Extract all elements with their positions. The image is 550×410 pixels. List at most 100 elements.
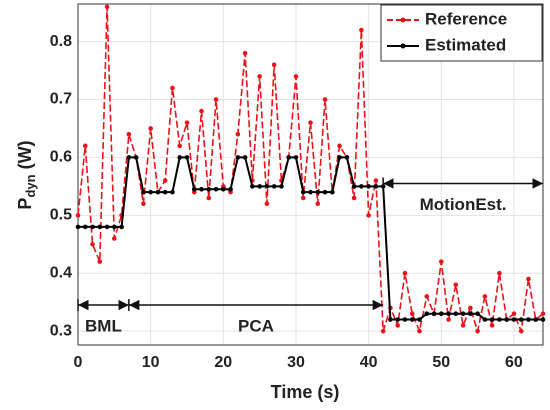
point bbox=[482, 294, 488, 299]
point bbox=[308, 189, 313, 195]
point bbox=[170, 189, 175, 195]
point bbox=[351, 195, 357, 201]
point bbox=[235, 131, 241, 137]
point bbox=[104, 4, 110, 10]
point bbox=[148, 189, 153, 195]
point bbox=[533, 317, 539, 322]
point bbox=[518, 317, 524, 322]
point bbox=[126, 155, 132, 160]
point bbox=[112, 224, 117, 230]
x-tick-label: 60 bbox=[505, 354, 523, 371]
point bbox=[271, 184, 277, 189]
point bbox=[213, 186, 219, 192]
point bbox=[300, 195, 306, 201]
point bbox=[191, 186, 197, 192]
point bbox=[380, 328, 386, 334]
point bbox=[388, 317, 393, 322]
point bbox=[482, 317, 488, 322]
point bbox=[475, 311, 480, 317]
point bbox=[75, 224, 81, 230]
point bbox=[133, 155, 139, 160]
annotation-label: PCA bbox=[238, 317, 274, 336]
point bbox=[257, 74, 262, 79]
point bbox=[518, 328, 524, 334]
annotation-label: BML bbox=[85, 317, 122, 336]
point bbox=[322, 97, 328, 102]
point bbox=[409, 317, 415, 322]
point bbox=[468, 311, 473, 317]
point bbox=[409, 311, 415, 317]
point bbox=[359, 184, 364, 189]
point bbox=[97, 259, 103, 264]
point bbox=[264, 201, 270, 207]
point bbox=[497, 270, 502, 276]
point bbox=[351, 184, 357, 189]
point bbox=[286, 155, 292, 160]
point bbox=[271, 62, 277, 68]
point bbox=[308, 120, 313, 125]
annotation-label: MotionEst. bbox=[420, 195, 507, 214]
point bbox=[148, 126, 153, 131]
point bbox=[315, 189, 321, 195]
point bbox=[540, 317, 546, 322]
point bbox=[395, 323, 400, 328]
point bbox=[90, 241, 95, 247]
y-label-main: P bbox=[15, 198, 35, 210]
point bbox=[329, 189, 335, 195]
point bbox=[228, 186, 233, 192]
point bbox=[337, 155, 342, 160]
point bbox=[177, 155, 183, 160]
y-label-unit: (W) bbox=[15, 140, 35, 169]
x-tick-label: 20 bbox=[214, 354, 232, 371]
point bbox=[373, 184, 379, 189]
point bbox=[366, 184, 371, 189]
point bbox=[82, 143, 88, 149]
point bbox=[453, 311, 459, 317]
y-tick-label: 0.3 bbox=[50, 322, 72, 339]
point bbox=[242, 50, 248, 56]
point bbox=[82, 224, 88, 230]
point bbox=[293, 74, 299, 79]
x-tick-label: 30 bbox=[287, 354, 305, 371]
point bbox=[141, 201, 146, 207]
point bbox=[199, 108, 204, 114]
y-axis-label: Pdyn (W) bbox=[15, 140, 39, 209]
y-tick-label: 0.6 bbox=[50, 149, 72, 166]
point bbox=[497, 317, 502, 322]
point bbox=[199, 186, 204, 192]
point bbox=[402, 270, 408, 276]
point bbox=[162, 189, 168, 195]
x-tick-label: 50 bbox=[432, 354, 450, 371]
point bbox=[359, 27, 364, 33]
point bbox=[300, 189, 306, 195]
point bbox=[315, 201, 321, 207]
point bbox=[475, 328, 480, 334]
point bbox=[373, 178, 379, 183]
y-tick-label: 0.7 bbox=[50, 91, 72, 108]
point bbox=[431, 311, 437, 317]
point bbox=[526, 317, 531, 322]
point bbox=[279, 184, 284, 189]
point bbox=[366, 213, 371, 218]
x-tick-label: 0 bbox=[74, 354, 83, 371]
point bbox=[446, 317, 451, 322]
point bbox=[155, 189, 161, 195]
point bbox=[90, 224, 95, 230]
x-axis-label: Time (s) bbox=[271, 382, 340, 402]
y-tick-label: 0.8 bbox=[50, 33, 72, 50]
point bbox=[126, 131, 132, 137]
point bbox=[112, 236, 117, 241]
point bbox=[438, 259, 444, 264]
point bbox=[184, 120, 190, 125]
y-tick-label: 0.4 bbox=[50, 264, 72, 281]
point bbox=[395, 317, 400, 322]
legend-box bbox=[380, 4, 543, 62]
point bbox=[119, 224, 124, 230]
point bbox=[424, 294, 430, 299]
legend-label: Estimated bbox=[425, 35, 506, 54]
legend-label: Reference bbox=[425, 9, 507, 28]
point bbox=[250, 184, 255, 189]
point bbox=[417, 328, 422, 334]
point bbox=[460, 311, 466, 317]
point bbox=[489, 323, 495, 328]
